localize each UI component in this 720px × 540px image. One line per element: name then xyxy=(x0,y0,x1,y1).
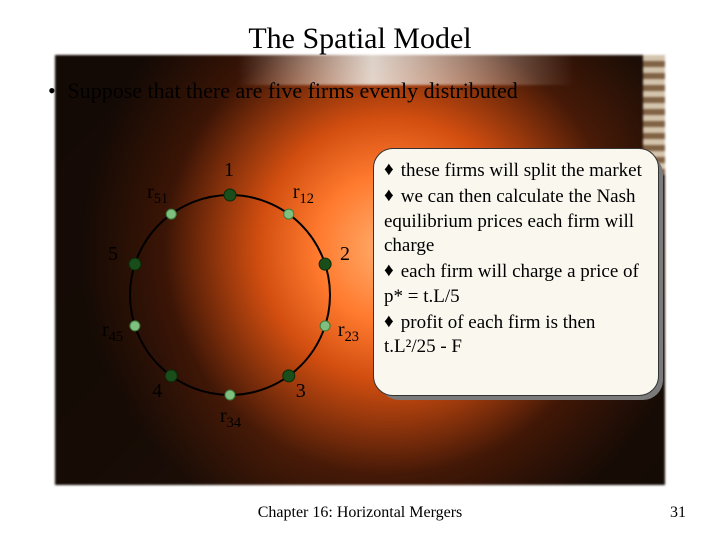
spatial-circle-diagram: 1 2 3 4 5 r12 r23 r34 r45 r51 xyxy=(90,130,370,440)
midpoint-marker xyxy=(130,321,140,331)
slide: The Spatial Model • Suppose that there a… xyxy=(0,0,720,540)
diamond-bullet-icon: ♦ xyxy=(384,158,396,182)
callout-item-text: profit of each firm is then t.L²/25 - F xyxy=(384,312,595,357)
firm-marker xyxy=(283,370,295,382)
callout-item-text: we can then calculate the Nash equilibri… xyxy=(384,186,636,256)
midpoint-marker xyxy=(284,209,294,219)
midpoint-label: r12 xyxy=(293,181,314,204)
midpoint-label: r45 xyxy=(102,319,123,342)
callout-item: ♦ each firm will charge a price of p* = … xyxy=(384,260,648,309)
firm-marker xyxy=(129,258,141,270)
main-bullet-text: Suppose that there are five firms evenly… xyxy=(68,78,518,103)
diamond-bullet-icon: ♦ xyxy=(384,259,396,283)
midpoint-marker xyxy=(320,321,330,331)
firm-label: 4 xyxy=(152,380,162,403)
page-number: 31 xyxy=(670,504,686,522)
midpoint-marker xyxy=(166,209,176,219)
diamond-bullet-icon: ♦ xyxy=(384,184,396,208)
bullet-dot-icon: • xyxy=(48,78,62,104)
midpoint-label: r23 xyxy=(338,319,359,342)
callout-box: ♦ these firms will split the market♦ we … xyxy=(373,148,663,400)
main-bullet: • Suppose that there are five firms even… xyxy=(48,78,518,104)
firm-label: 5 xyxy=(108,243,118,266)
callout-item: ♦ we can then calculate the Nash equilib… xyxy=(384,185,648,258)
callout-item-text: each firm will charge a price of p* = t.… xyxy=(384,261,639,306)
firm-marker xyxy=(319,258,331,270)
slide-title: The Spatial Model xyxy=(0,22,720,56)
midpoint-label: r51 xyxy=(147,181,168,204)
firm-marker xyxy=(165,370,177,382)
firm-label: 1 xyxy=(224,159,234,182)
callout-item-text: these firms will split the market xyxy=(396,160,642,181)
callout-content: ♦ these firms will split the market♦ we … xyxy=(373,148,659,396)
diamond-bullet-icon: ♦ xyxy=(384,310,396,334)
callout-item: ♦ profit of each firm is then t.L²/25 - … xyxy=(384,311,648,360)
firm-marker xyxy=(224,189,236,201)
midpoint-marker xyxy=(225,390,235,400)
firm-label: 3 xyxy=(296,380,306,403)
footer-text: Chapter 16: Horizontal Mergers xyxy=(0,504,720,522)
firm-label: 2 xyxy=(340,243,350,266)
market-circle xyxy=(130,195,330,395)
midpoint-label: r34 xyxy=(220,405,241,428)
callout-item: ♦ these firms will split the market xyxy=(384,159,648,183)
